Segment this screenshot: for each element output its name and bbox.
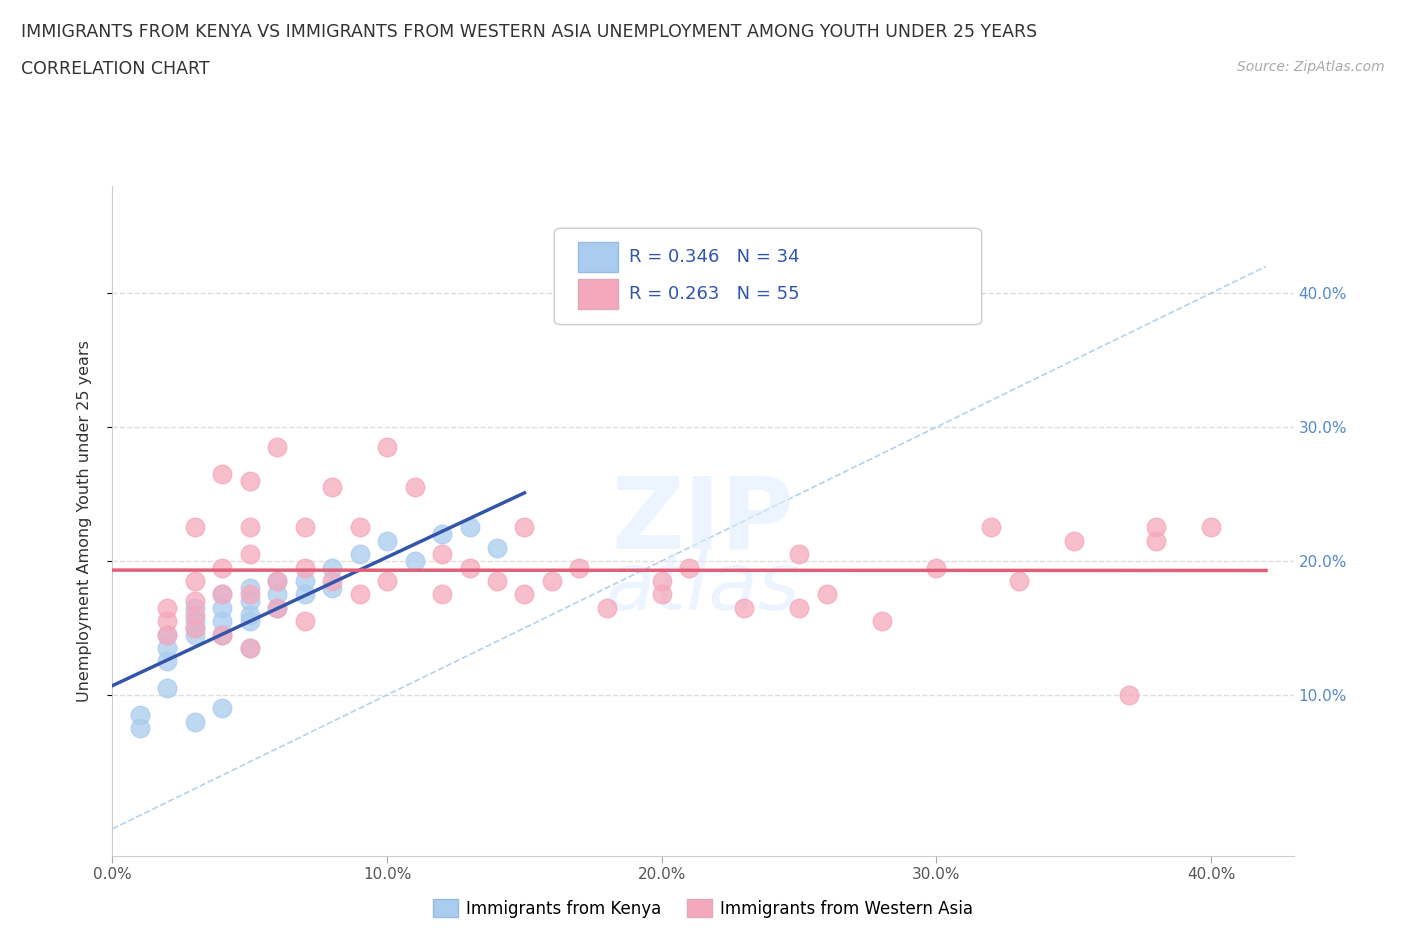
Point <box>430 526 453 541</box>
Point <box>485 540 508 555</box>
Point <box>184 607 207 622</box>
Text: R = 0.346   N = 34: R = 0.346 N = 34 <box>628 247 800 266</box>
Y-axis label: Unemployment Among Youth under 25 years: Unemployment Among Youth under 25 years <box>77 339 91 702</box>
Point <box>375 534 398 549</box>
Point <box>1008 574 1031 589</box>
Point <box>211 560 233 575</box>
Point <box>375 574 398 589</box>
Point <box>321 574 343 589</box>
Text: IMMIGRANTS FROM KENYA VS IMMIGRANTS FROM WESTERN ASIA UNEMPLOYMENT AMONG YOUTH U: IMMIGRANTS FROM KENYA VS IMMIGRANTS FROM… <box>21 23 1038 41</box>
Point <box>184 614 207 629</box>
Point <box>156 614 179 629</box>
Point <box>733 601 755 616</box>
Point <box>266 587 288 602</box>
Point <box>1118 687 1140 702</box>
Point <box>239 587 262 602</box>
Point <box>211 587 233 602</box>
Point <box>404 553 426 568</box>
Point <box>156 627 179 642</box>
Point <box>211 627 233 642</box>
Point <box>211 587 233 602</box>
Point <box>129 721 152 736</box>
Point <box>541 574 564 589</box>
Point <box>651 574 673 589</box>
Point <box>596 601 619 616</box>
Point <box>239 473 262 488</box>
Point <box>129 708 152 723</box>
Point <box>678 560 700 575</box>
Point <box>321 580 343 595</box>
Point <box>239 641 262 656</box>
Point <box>239 580 262 595</box>
Point <box>925 560 948 575</box>
Point <box>651 587 673 602</box>
Point <box>184 520 207 535</box>
Point <box>266 601 288 616</box>
Point <box>266 574 288 589</box>
Point <box>239 547 262 562</box>
Text: atlas: atlas <box>606 549 800 627</box>
Point <box>184 601 207 616</box>
Text: ZIP: ZIP <box>612 472 794 569</box>
Point <box>266 440 288 455</box>
Point <box>568 560 591 575</box>
Point <box>430 587 453 602</box>
Point <box>156 654 179 669</box>
Point <box>184 620 207 635</box>
Legend: Immigrants from Kenya, Immigrants from Western Asia: Immigrants from Kenya, Immigrants from W… <box>426 893 980 924</box>
Point <box>239 641 262 656</box>
Point <box>211 701 233 716</box>
Point <box>349 587 371 602</box>
Point <box>239 593 262 608</box>
Point <box>239 520 262 535</box>
Point <box>184 574 207 589</box>
Point <box>156 601 179 616</box>
Point <box>294 520 316 535</box>
Point <box>1144 534 1167 549</box>
Point <box>787 601 810 616</box>
Text: CORRELATION CHART: CORRELATION CHART <box>21 60 209 78</box>
Text: Source: ZipAtlas.com: Source: ZipAtlas.com <box>1237 60 1385 74</box>
Point <box>211 601 233 616</box>
Point <box>294 614 316 629</box>
Point <box>294 574 316 589</box>
Point <box>294 587 316 602</box>
Point <box>375 440 398 455</box>
Point <box>1063 534 1085 549</box>
Point <box>458 560 481 575</box>
Point <box>513 520 536 535</box>
Point <box>349 520 371 535</box>
Point <box>184 627 207 642</box>
Point <box>349 547 371 562</box>
Point <box>787 547 810 562</box>
Point <box>156 641 179 656</box>
Point <box>1144 520 1167 535</box>
Point <box>156 681 179 696</box>
Point <box>321 480 343 495</box>
Point <box>239 607 262 622</box>
Point <box>184 593 207 608</box>
Point <box>211 627 233 642</box>
Point <box>184 620 207 635</box>
Point <box>211 467 233 482</box>
Point <box>815 587 838 602</box>
Point <box>485 574 508 589</box>
Point <box>239 614 262 629</box>
Point <box>266 574 288 589</box>
Point <box>321 560 343 575</box>
Point <box>184 714 207 729</box>
Point <box>458 520 481 535</box>
Point <box>870 614 893 629</box>
Point <box>980 520 1002 535</box>
Point <box>513 587 536 602</box>
Point <box>294 560 316 575</box>
Point <box>404 480 426 495</box>
Point <box>211 614 233 629</box>
Point <box>430 547 453 562</box>
Point <box>1199 520 1222 535</box>
Point <box>156 627 179 642</box>
Point <box>266 601 288 616</box>
Text: R = 0.263   N = 55: R = 0.263 N = 55 <box>628 286 800 303</box>
